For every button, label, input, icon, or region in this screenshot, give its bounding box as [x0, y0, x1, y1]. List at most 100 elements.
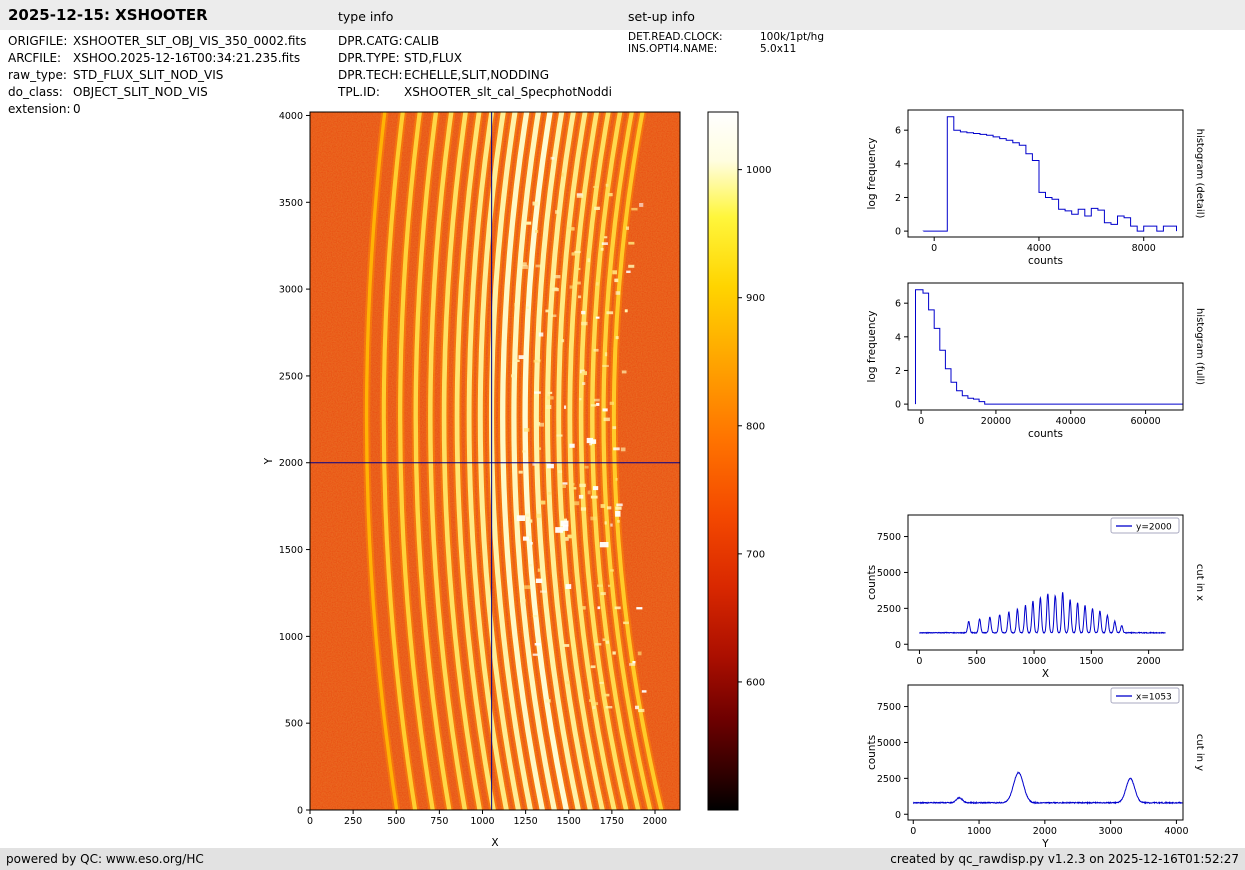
- svg-text:0: 0: [931, 243, 937, 254]
- svg-text:cut in y: cut in y: [1194, 734, 1205, 771]
- file-info-row: ORIGFILE: XSHOOTER_SLT_OBJ_VIS_350_0002.f…: [8, 33, 306, 50]
- type-info-row: DPR.CATG:CALIB: [338, 33, 612, 50]
- svg-text:1000: 1000: [279, 632, 303, 643]
- raw-frame-svg: 0 250 500 750 1000 1250 1500 1750 2000 0 500 1000 15…: [263, 111, 681, 849]
- field-value: XSHOOTER_slt_cal_SpecphotNoddi: [404, 85, 612, 99]
- type-info-row: TPL.ID: XSHOOTER_slt_cal_SpecphotNoddi: [338, 84, 612, 101]
- type-info-block: DPR.CATG:CALIB DPR.TYPE: STD,FLUX DPR.TEC…: [338, 33, 612, 101]
- type-info-row: DPR.TECH:ECHELLE,SLIT,NODDING: [338, 67, 612, 84]
- svg-text:2000: 2000: [1033, 826, 1057, 837]
- colorbar-svg: 600 700 800 900 1000: [707, 111, 771, 811]
- histogram-full-svg: 0 20000 40000 60000 0 2 4 6 counts log frequency h…: [866, 282, 1205, 440]
- svg-text:0: 0: [918, 416, 924, 427]
- histogram-full-plot: 0 20000 40000 60000 0 2 4 6 counts log frequency h…: [860, 268, 1210, 450]
- svg-text:700: 700: [746, 549, 765, 560]
- field-value: XSHOO.2025-12-16T00:34:21.235.fits: [73, 51, 301, 65]
- field-label: extension:: [8, 102, 71, 116]
- svg-text:counts: counts: [866, 565, 878, 600]
- histogram-detail-plot: 0 4000 8000 0 2 4 6 counts log frequency histogra…: [860, 95, 1210, 277]
- field-label: ARCFILE:: [8, 51, 62, 65]
- svg-text:cut in x: cut in x: [1194, 564, 1205, 601]
- svg-text:1000: 1000: [746, 165, 771, 176]
- svg-text:4000: 4000: [1164, 826, 1188, 837]
- svg-text:1000: 1000: [1022, 656, 1046, 667]
- svg-text:X: X: [491, 837, 498, 849]
- colorbar: 600 700 800 900 1000: [700, 95, 795, 857]
- svg-text:histogram (detail): histogram (detail): [1194, 129, 1205, 219]
- field-value: 100k/1pt/hg: [760, 31, 824, 43]
- svg-text:2500: 2500: [877, 774, 901, 785]
- svg-text:0: 0: [895, 400, 901, 411]
- svg-text:4: 4: [895, 332, 901, 343]
- svg-text:40000: 40000: [1056, 416, 1086, 427]
- svg-text:900: 900: [746, 293, 765, 304]
- field-value: 0: [73, 102, 81, 116]
- field-value: 5.0x11: [760, 43, 797, 55]
- histogram-detail-svg: 0 4000 8000 0 2 4 6 counts log frequency histogra…: [866, 109, 1205, 267]
- svg-text:1250: 1250: [514, 816, 538, 827]
- field-label: TPL.ID:: [338, 85, 380, 99]
- bottom-bar: powered by QC: www.eso.org/HC created by…: [0, 848, 1245, 870]
- svg-text:0: 0: [895, 640, 901, 651]
- setup-info-row: DET.READ.CLOCK: 100k/1pt/hg: [628, 31, 824, 43]
- svg-text:log frequency: log frequency: [866, 137, 878, 209]
- svg-text:2: 2: [895, 193, 901, 204]
- svg-text:2500: 2500: [877, 604, 901, 615]
- svg-text:0: 0: [307, 816, 313, 827]
- svg-text:500: 500: [285, 719, 303, 730]
- svg-text:5000: 5000: [877, 568, 901, 579]
- svg-text:1500: 1500: [1079, 656, 1103, 667]
- field-label: DPR.TECH:: [338, 68, 403, 82]
- svg-text:5000: 5000: [877, 738, 901, 749]
- file-info-row: raw_type: STD_FLUX_SLIT_NOD_VIS: [8, 67, 306, 84]
- field-value: STD_FLUX_SLIT_NOD_VIS: [73, 68, 224, 82]
- svg-text:60000: 60000: [1130, 416, 1160, 427]
- svg-text:1500: 1500: [557, 816, 581, 827]
- file-info-row: do_class: OBJECT_SLIT_NOD_VIS: [8, 84, 306, 101]
- svg-text:counts: counts: [1028, 255, 1063, 267]
- svg-text:7500: 7500: [877, 702, 901, 713]
- svg-text:2000: 2000: [279, 458, 303, 469]
- svg-text:3000: 3000: [1099, 826, 1123, 837]
- footer-credit-right: created by qc_rawdisp.py v1.2.3 on 2025-…: [890, 852, 1239, 866]
- svg-text:500: 500: [968, 656, 986, 667]
- raw-frame-plot: 0 250 500 750 1000 1250 1500 1750 2000 0 500 1000 15…: [255, 95, 700, 857]
- svg-text:0: 0: [297, 806, 303, 817]
- field-label: DET.READ.CLOCK:: [628, 31, 723, 43]
- field-value: STD,FLUX: [404, 51, 462, 65]
- setup-info-row: INS.OPTI4.NAME: 5.0x11: [628, 43, 824, 55]
- field-value: XSHOOTER_SLT_OBJ_VIS_350_0002.fits: [73, 34, 307, 48]
- top-bar: [0, 0, 1245, 30]
- svg-text:6: 6: [895, 299, 901, 310]
- svg-text:4: 4: [895, 159, 901, 170]
- field-value: CALIB: [404, 34, 440, 48]
- svg-text:histogram (full): histogram (full): [1194, 308, 1205, 385]
- field-label: DPR.TYPE:: [338, 51, 400, 65]
- field-label: do_class:: [8, 85, 63, 99]
- file-info-row: extension: 0: [8, 101, 306, 118]
- svg-text:500: 500: [387, 816, 405, 827]
- setup-info-block: DET.READ.CLOCK: 100k/1pt/hg INS.OPTI4.NAM…: [628, 31, 824, 55]
- svg-text:Y: Y: [263, 457, 275, 465]
- svg-text:log frequency: log frequency: [866, 310, 878, 382]
- svg-text:4000: 4000: [279, 111, 303, 122]
- svg-text:counts: counts: [866, 735, 878, 770]
- svg-text:4000: 4000: [1027, 243, 1051, 254]
- file-info-row: ARCFILE: XSHOO.2025-12-16T00:34:21.235.fi…: [8, 50, 306, 67]
- svg-text:6: 6: [895, 126, 901, 137]
- svg-text:600: 600: [746, 677, 765, 688]
- field-label: DPR.CATG:: [338, 34, 403, 48]
- svg-text:7500: 7500: [877, 532, 901, 543]
- setup-info-heading: set-up info: [628, 9, 695, 24]
- page-title: 2025-12-15: XSHOOTER: [8, 6, 208, 24]
- field-label: INS.OPTI4.NAME:: [628, 43, 718, 55]
- svg-text:X: X: [1042, 668, 1049, 680]
- svg-text:250: 250: [344, 816, 362, 827]
- svg-text:800: 800: [746, 421, 765, 432]
- svg-text:3500: 3500: [279, 198, 303, 209]
- svg-text:1000: 1000: [470, 816, 494, 827]
- svg-text:0: 0: [916, 656, 922, 667]
